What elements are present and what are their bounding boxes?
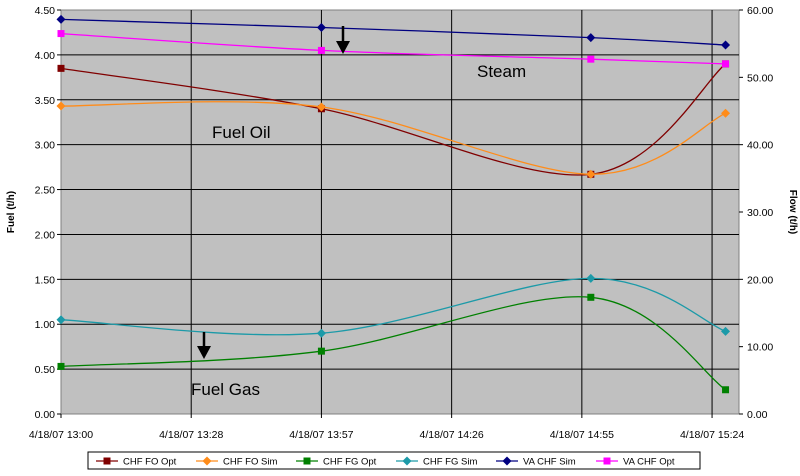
data-point — [586, 273, 596, 283]
y-left-tick-label: 1.50 — [35, 274, 56, 286]
series-chf-fg-opt — [57, 293, 730, 394]
annotation-steam: Steam — [477, 62, 526, 81]
annotation-fuel-oil: Fuel Oil — [212, 123, 271, 142]
annotation-fuel-gas: Fuel Gas — [191, 380, 260, 399]
series-line-va-chf-sim — [60, 18, 726, 46]
legend-marker — [103, 457, 111, 465]
data-point — [316, 102, 326, 112]
y-left-tick-label: 4.50 — [35, 5, 56, 17]
series-line-chf-fg-opt — [60, 296, 726, 391]
series-layer — [56, 14, 731, 394]
y-left-tick-label: 3.50 — [35, 95, 56, 107]
data-point — [57, 30, 65, 38]
y-left-axis-title: Fuel (t/h) — [6, 191, 17, 233]
data-point — [56, 14, 66, 24]
legend-item: CHF FG Sim — [396, 456, 477, 468]
series-chf-fg-sim — [56, 273, 731, 338]
data-point — [317, 46, 325, 54]
x-tick-label: 4/18/07 13:57 — [289, 429, 353, 441]
data-point — [316, 328, 326, 338]
y-left-tick-label: 0.50 — [35, 364, 56, 376]
legend-marker — [502, 456, 512, 466]
series-va-chf-opt — [57, 30, 730, 68]
legend-item: CHF FO Sim — [196, 456, 277, 468]
grid-lines — [57, 9, 743, 418]
series-va-chf-sim — [56, 14, 731, 50]
legend-item: VA CHF Opt — [596, 457, 675, 468]
data-point — [56, 101, 66, 111]
data-point — [316, 23, 326, 33]
tick-labels: 0.00 0.50 1.00 1.50 2.00 2.50 3.00 3.50 4.00 4.50… — [29, 5, 774, 441]
series-chf-fo-sim — [56, 101, 731, 179]
data-point — [587, 293, 595, 301]
series-line-chf-fo-sim — [60, 101, 726, 175]
series-line-chf-fg-sim — [60, 277, 726, 336]
x-tick-label: 4/18/07 14:26 — [420, 429, 484, 441]
data-point — [721, 40, 731, 50]
x-tick-label: 4/18/07 14:55 — [550, 429, 614, 441]
legend-item: VA CHF Sim — [496, 456, 576, 468]
legend-item: CHF FG Opt — [296, 457, 377, 468]
data-point — [587, 55, 595, 63]
y-right-tick-label: 30.00 — [747, 207, 773, 219]
y-right-tick-label: 0.00 — [747, 409, 768, 421]
legend-label: VA CHF Sim — [523, 457, 576, 468]
legend-items: CHF FO Opt CHF FO Sim CHF FG Opt CHF FG Sim… — [96, 456, 675, 468]
legend-label: VA CHF Opt — [623, 457, 675, 468]
y-left-tick-label: 4.00 — [35, 50, 56, 62]
series-line-va-chf-opt — [60, 32, 726, 65]
arrow-down-icon — [197, 332, 211, 359]
legend-marker — [402, 456, 412, 466]
x-tick-label: 4/18/07 15:24 — [680, 429, 744, 441]
plot-area — [60, 9, 740, 415]
data-point — [56, 315, 66, 325]
legend-item: CHF FO Opt — [96, 457, 177, 468]
y-right-axis-title: Flow (t/h) — [787, 190, 798, 234]
y-left-tick-label: 0.00 — [35, 409, 56, 421]
data-point — [722, 386, 730, 394]
data-point — [721, 108, 731, 118]
data-point — [586, 169, 596, 179]
y-right-tick-label: 20.00 — [747, 274, 773, 286]
series-line-chf-fo-opt — [60, 63, 726, 176]
y-left-tick-label: 2.50 — [35, 185, 56, 197]
legend-marker — [303, 457, 311, 465]
y-left-tick-label: 3.00 — [35, 140, 56, 152]
legend-label: CHF FO Opt — [123, 457, 177, 468]
data-point — [57, 362, 65, 370]
legend-label: CHF FG Sim — [423, 457, 477, 468]
y-right-tick-label: 60.00 — [747, 5, 773, 17]
legend-marker — [202, 456, 212, 466]
y-left-tick-label: 1.00 — [35, 319, 56, 331]
data-point — [721, 326, 731, 336]
data-point — [722, 60, 730, 68]
legend-label: CHF FG Opt — [323, 457, 377, 468]
x-tick-label: 4/18/07 13:28 — [159, 429, 223, 441]
y-left-tick-label: 2.00 — [35, 229, 56, 241]
legend-label: CHF FO Sim — [223, 457, 277, 468]
x-tick-label: 4/18/07 13:00 — [29, 429, 93, 441]
legend-marker — [603, 457, 611, 465]
arrow-down-icon — [336, 26, 350, 54]
legend — [87, 451, 701, 470]
data-point — [57, 64, 65, 72]
data-point — [317, 347, 325, 355]
y-right-tick-label: 50.00 — [747, 72, 773, 84]
y-right-tick-label: 40.00 — [747, 140, 773, 152]
data-point — [586, 33, 596, 43]
y-right-tick-label: 10.00 — [747, 342, 773, 354]
